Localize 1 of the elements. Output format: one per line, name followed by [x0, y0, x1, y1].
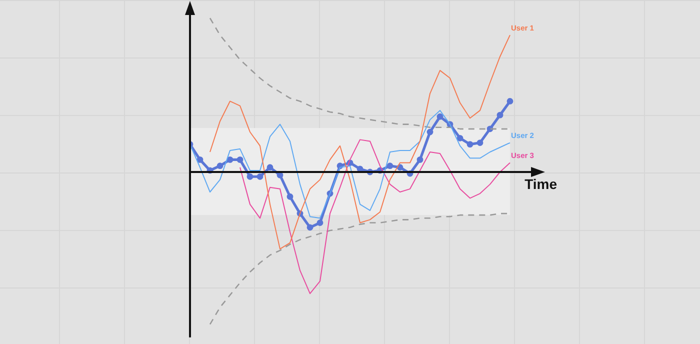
x-axis-title: Time	[524, 176, 558, 192]
